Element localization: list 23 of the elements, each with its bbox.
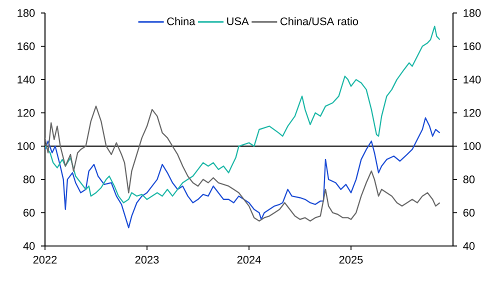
y-tick-label: 160 bbox=[18, 42, 35, 50]
y-tick-label: 140 bbox=[18, 76, 35, 84]
y2-tick-label: 40 bbox=[463, 242, 475, 250]
y2-tick-label: 180 bbox=[464, 9, 481, 17]
y-tick-label: 60 bbox=[24, 208, 35, 217]
y-tick-label: 120 bbox=[18, 108, 35, 117]
y2-tick-label: 120 bbox=[464, 108, 481, 117]
x-tick-label: 2023 bbox=[135, 256, 159, 264]
x-tick-label: 2025 bbox=[339, 256, 363, 264]
x-tick-label: 2024 bbox=[237, 256, 261, 264]
y-tick-label: 180 bbox=[18, 9, 35, 17]
y-tick-label: 100 bbox=[18, 142, 35, 150]
legend-label: USA bbox=[227, 17, 249, 26]
legend-label: China bbox=[167, 17, 196, 26]
y-tick-label: 80 bbox=[23, 176, 35, 184]
y2-tick-label: 100 bbox=[464, 142, 481, 150]
y-tick-label: 40 bbox=[23, 242, 35, 250]
y2-tick-label: 80 bbox=[463, 176, 475, 184]
x-tick-label: 2022 bbox=[33, 256, 57, 264]
y2-tick-label: 140 bbox=[464, 76, 481, 84]
legend-label: China/USA ratio bbox=[280, 17, 358, 26]
y2-tick-label: 160 bbox=[464, 42, 481, 50]
y2-tick-label: 60 bbox=[463, 208, 475, 217]
